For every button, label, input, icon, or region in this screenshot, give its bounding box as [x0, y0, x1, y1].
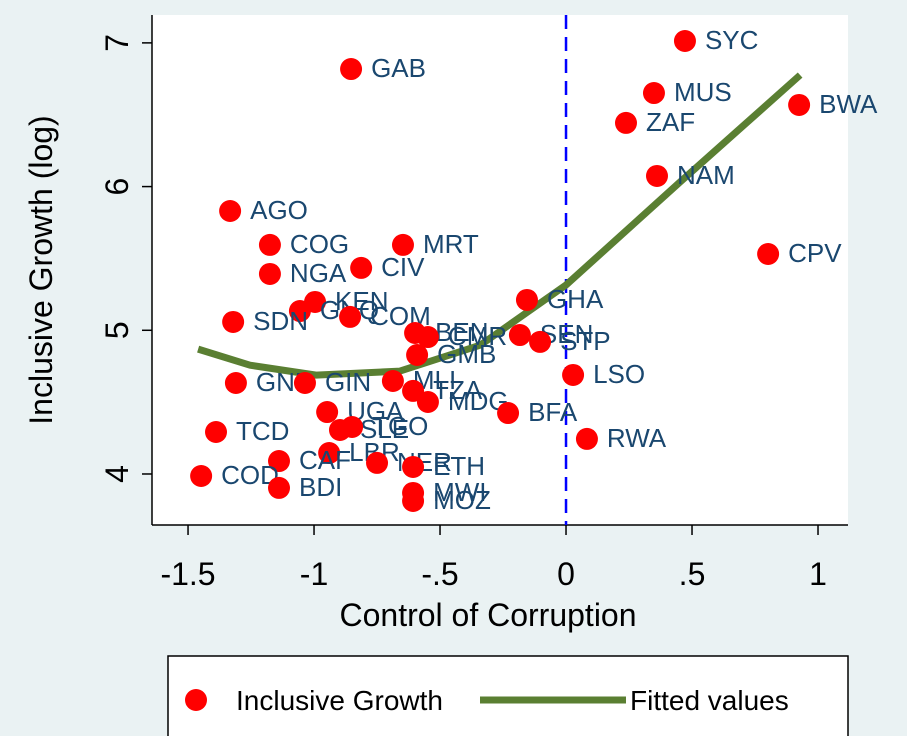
point-label: LSO — [593, 359, 645, 389]
point — [341, 415, 364, 438]
point — [350, 256, 373, 279]
point — [497, 402, 520, 425]
point-label: SDN — [253, 306, 308, 336]
point-label: TCD — [236, 416, 289, 446]
point — [642, 82, 665, 105]
point-label: BFA — [528, 397, 578, 427]
point — [391, 233, 414, 256]
point-label: COG — [290, 229, 349, 259]
point-label: MUS — [674, 77, 732, 107]
point — [224, 372, 247, 395]
y-tick-label: 4 — [99, 465, 135, 483]
legend-label: Fitted values — [630, 685, 789, 716]
point-label: NAM — [677, 160, 735, 190]
plot-area — [152, 15, 848, 525]
point — [258, 233, 281, 256]
point-label: ETH — [433, 451, 485, 481]
point-label: BDI — [299, 472, 342, 502]
point — [318, 442, 341, 465]
point — [757, 242, 780, 265]
point — [515, 288, 538, 311]
point — [406, 344, 429, 366]
point-label: BWA — [819, 89, 878, 119]
point — [219, 200, 242, 223]
point — [268, 476, 291, 499]
point-label: ZAF — [646, 107, 695, 137]
x-tick-label: 1 — [809, 556, 827, 592]
point-label: SLE — [360, 414, 409, 444]
point-label: MWI — [433, 477, 486, 507]
point-label: SYC — [705, 25, 758, 55]
point — [268, 450, 291, 473]
point — [673, 30, 696, 53]
point — [222, 310, 245, 333]
x-tick-label: -.5 — [421, 556, 458, 592]
point-label: STP — [560, 326, 611, 356]
point — [288, 300, 311, 323]
point — [205, 421, 228, 444]
point-label: GAB — [371, 53, 426, 83]
point-label: TZA — [433, 375, 483, 405]
point-label: CAF — [299, 445, 351, 475]
point — [416, 326, 439, 349]
x-tick-label: 0 — [557, 556, 575, 592]
point-label: GHA — [547, 284, 604, 314]
point — [339, 305, 362, 328]
point — [645, 164, 668, 187]
point — [402, 455, 425, 478]
point — [416, 390, 439, 413]
point-label: TGO — [372, 411, 428, 441]
point — [258, 262, 281, 285]
point — [366, 451, 389, 474]
point-label: NGA — [290, 258, 347, 288]
point-label: MOZ — [433, 485, 491, 515]
point — [575, 427, 598, 450]
point-label: GIN — [325, 367, 371, 397]
point-label: GMB — [437, 339, 496, 369]
point-label: BEN — [435, 317, 488, 347]
x-axis-title: Control of Corruption — [339, 597, 636, 633]
y-tick-label: 6 — [99, 178, 135, 196]
point-label: CMR — [448, 321, 507, 351]
fitted-line — [197, 72, 803, 379]
point — [788, 93, 811, 116]
point — [381, 370, 404, 393]
y-tick-label: 7 — [99, 34, 135, 52]
x-tick-label: .5 — [679, 556, 706, 592]
point — [340, 58, 363, 81]
legend-marker — [185, 689, 207, 711]
y-tick-label: 5 — [99, 321, 135, 339]
point-label: RWA — [607, 423, 667, 453]
point — [614, 111, 637, 134]
point-label: AGO — [250, 195, 308, 225]
point — [402, 490, 425, 513]
legend-box — [167, 655, 849, 736]
x-tick-label: -1.5 — [160, 556, 215, 592]
y-axis-title: Inclusive Growth (log) — [23, 115, 59, 424]
point — [316, 401, 339, 424]
legend-label: Inclusive Growth — [236, 685, 443, 716]
point-label: CIV — [381, 252, 425, 282]
point — [190, 464, 213, 487]
point-label: CPV — [788, 238, 842, 268]
point — [529, 330, 552, 353]
point — [562, 363, 585, 386]
point-label: MRT — [423, 229, 479, 259]
point — [293, 372, 316, 395]
point — [508, 324, 531, 347]
x-tick-label: -1 — [300, 556, 328, 592]
